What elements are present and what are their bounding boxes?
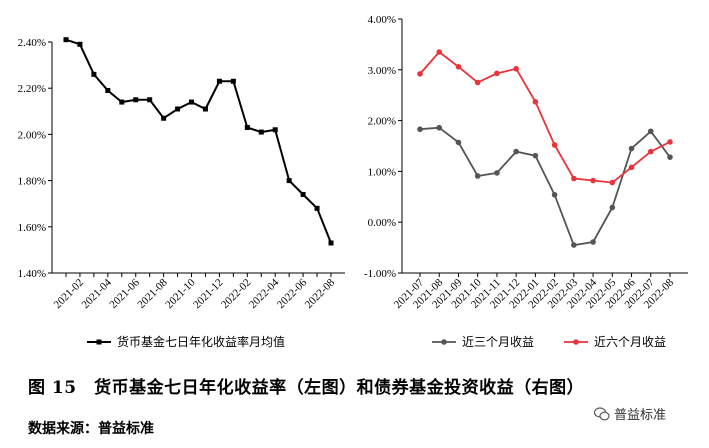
right-data-point bbox=[571, 242, 577, 248]
left-y-tick-label: 2.20% bbox=[18, 83, 46, 95]
right-data-point bbox=[628, 164, 635, 171]
right-legend-entry: 近三个月收益 bbox=[432, 335, 534, 349]
right-y-tick-label: 3.00% bbox=[368, 65, 396, 77]
left-x-tick-label: 2021-04 bbox=[80, 276, 115, 311]
data-source: 数据来源：普益标准 bbox=[28, 421, 154, 437]
left-x-tick-label: 2022-08 bbox=[303, 276, 338, 311]
left-data-point bbox=[77, 41, 83, 47]
left-data-point bbox=[258, 129, 264, 135]
right-data-point bbox=[609, 179, 616, 186]
right-data-point bbox=[474, 79, 481, 86]
left-data-point bbox=[119, 99, 125, 105]
left-data-point bbox=[202, 106, 208, 112]
watermark-text: 普益标准 bbox=[614, 408, 667, 423]
right-data-point bbox=[532, 152, 539, 159]
left-x-tick-label: 2021-06 bbox=[107, 276, 142, 311]
left-y-tick-label: 1.80% bbox=[18, 176, 46, 188]
left-data-point bbox=[272, 127, 278, 133]
right-y-tick-label: -1.00% bbox=[364, 268, 396, 280]
right-data-point bbox=[513, 148, 519, 155]
right-data-point bbox=[455, 63, 462, 70]
left-data-point bbox=[105, 88, 111, 94]
right-data-point bbox=[436, 124, 443, 131]
left-legend-label: 货币基金七日年化收益率月均值 bbox=[117, 334, 285, 349]
right-y-tick-label: 1.00% bbox=[368, 166, 396, 178]
left-x-tick-label: 2022-02 bbox=[219, 277, 253, 311]
right-legend-entry: 近六个月收益 bbox=[564, 335, 666, 349]
right-y-tick-label: 2.00% bbox=[368, 116, 396, 128]
right-chart: -1.00%0.00%1.00%2.00%3.00%4.00%2021-0720… bbox=[364, 14, 688, 349]
left-x-tick-label: 2022-06 bbox=[275, 276, 310, 311]
left-data-point bbox=[175, 106, 181, 112]
right-data-point bbox=[571, 175, 577, 182]
left-data-point bbox=[91, 71, 97, 77]
left-data-point bbox=[216, 78, 222, 84]
left-legend-marker bbox=[96, 339, 102, 345]
right-data-point bbox=[532, 99, 539, 105]
left-y-tick-label: 1.60% bbox=[18, 222, 46, 234]
left-data-point bbox=[244, 124, 250, 130]
right-data-point bbox=[494, 70, 500, 77]
right-data-point bbox=[551, 142, 558, 148]
right-data-point bbox=[513, 65, 519, 72]
left-data-point bbox=[147, 97, 153, 103]
left-x-tick-label: 2021-12 bbox=[191, 277, 225, 311]
right-legend-label: 近六个月收益 bbox=[594, 335, 666, 349]
right-data-point bbox=[609, 204, 616, 211]
right-data-point bbox=[667, 154, 673, 160]
left-y-tick-label: 2.00% bbox=[18, 129, 46, 141]
left-data-point bbox=[314, 205, 320, 211]
right-series-line-1 bbox=[419, 50, 671, 184]
right-series-line-0 bbox=[419, 126, 671, 247]
right-data-point bbox=[474, 173, 481, 179]
right-data-point bbox=[647, 148, 654, 155]
right-data-point bbox=[551, 191, 558, 198]
left-y-tick-label: 2.40% bbox=[18, 37, 46, 49]
left-data-point bbox=[328, 240, 334, 246]
right-legend-label: 近三个月收益 bbox=[462, 335, 534, 349]
right-legend-marker bbox=[441, 339, 447, 345]
left-data-point bbox=[230, 78, 236, 84]
left-x-tick-label: 2022-04 bbox=[247, 276, 282, 311]
left-x-tick-label: 2021-08 bbox=[135, 276, 170, 311]
right-data-point bbox=[628, 145, 635, 152]
left-data-point bbox=[63, 37, 69, 43]
left-data-point bbox=[161, 115, 167, 121]
right-data-point bbox=[667, 139, 673, 145]
right-y-tick-label: 4.00% bbox=[368, 14, 396, 26]
right-data-point bbox=[455, 139, 462, 146]
left-series-line-0 bbox=[65, 38, 332, 244]
left-data-point bbox=[300, 191, 306, 197]
left-y-tick-label: 1.40% bbox=[18, 268, 46, 280]
left-x-tick-label: 2021-10 bbox=[163, 276, 198, 311]
left-chart: 1.40%1.60%1.80%2.00%2.20%2.40%2021-02202… bbox=[18, 37, 345, 349]
left-data-point bbox=[189, 99, 195, 105]
left-x-tick-label: 2021-02 bbox=[52, 277, 86, 311]
left-data-point bbox=[133, 97, 139, 103]
right-legend-marker bbox=[573, 339, 579, 345]
right-data-point bbox=[417, 71, 423, 77]
left-legend-entry: 货币基金七日年化收益率月均值 bbox=[87, 334, 285, 349]
watermark: 普益标准 bbox=[594, 404, 666, 423]
right-y-tick-label: 0.00% bbox=[368, 217, 396, 229]
right-data-point bbox=[590, 239, 596, 245]
figure-caption: 图 15 货币基金七日年化收益率（左图）和债券基金投资收益（右图） bbox=[28, 378, 585, 398]
right-data-point bbox=[494, 170, 500, 176]
left-data-point bbox=[286, 178, 292, 184]
right-data-point bbox=[647, 128, 654, 135]
wechat-icon bbox=[594, 406, 610, 420]
right-data-point bbox=[436, 49, 443, 55]
right-data-point bbox=[417, 126, 423, 133]
charts-canvas: 1.40%1.60%1.80%2.00%2.20%2.40%2021-02202… bbox=[18, 14, 688, 349]
right-data-point bbox=[590, 177, 596, 184]
